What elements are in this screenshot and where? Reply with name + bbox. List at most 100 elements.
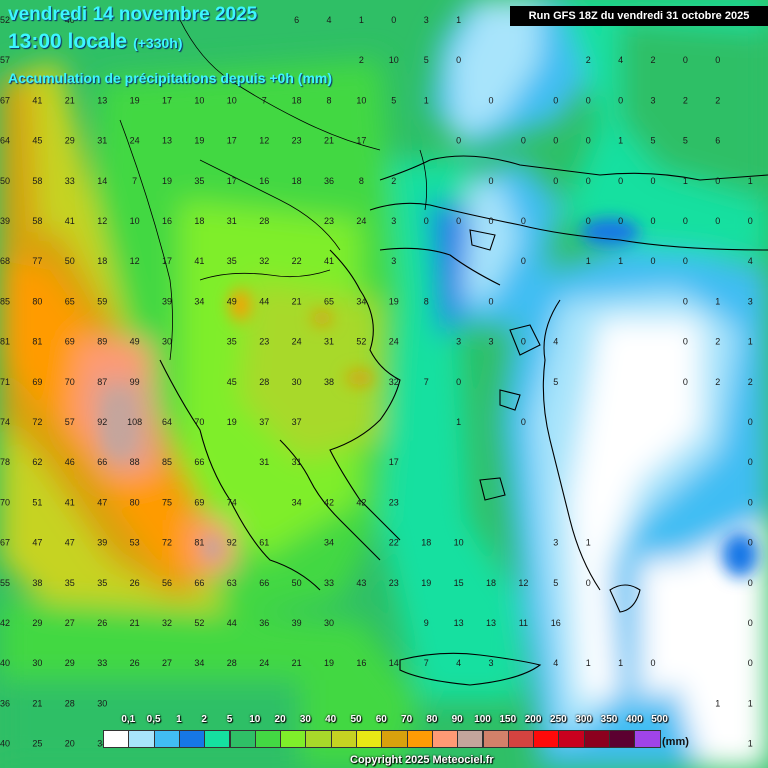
legend-swatch (204, 730, 231, 748)
grid-value: 0 (488, 296, 493, 306)
grid-value: 34 (97, 739, 107, 749)
legend-label: 250 (550, 714, 567, 725)
grid-value: 13 (486, 618, 496, 628)
grid-value: 23 (389, 578, 399, 588)
legend-label: 50 (350, 714, 362, 725)
grid-value: 45 (227, 377, 237, 387)
grid-value: 1 (748, 337, 753, 347)
grid-value: 0 (586, 578, 591, 588)
grid-value: 88 (130, 457, 140, 467)
grid-value: 65 (65, 296, 75, 306)
grid-value: 12 (259, 136, 269, 146)
grid-value: 19 (130, 95, 140, 105)
grid-value: 30 (324, 618, 334, 628)
grid-value: 36 (0, 698, 10, 708)
grid-value: 62 (32, 457, 42, 467)
grid-value: 5 (553, 578, 558, 588)
grid-value: 2 (683, 95, 688, 105)
grid-value: 17 (162, 256, 172, 266)
grid-value: 1 (586, 658, 591, 668)
grid-value: 39 (162, 296, 172, 306)
grid-value: 80 (130, 497, 140, 507)
grid-value: 51 (32, 497, 42, 507)
grid-value: 12 (518, 578, 528, 588)
grid-value: 13 (162, 136, 172, 146)
grid-value: 3 (456, 337, 461, 347)
grid-value: 0 (424, 216, 429, 226)
grid-value: 81 (194, 538, 204, 548)
grid-value: 0 (748, 417, 753, 427)
grid-value: 4 (748, 256, 753, 266)
grid-value: 36 (259, 618, 269, 628)
grid-value: 29 (65, 658, 75, 668)
legend-label: 400 (625, 714, 643, 725)
grid-value: 2 (391, 176, 396, 186)
legend-swatch (507, 730, 535, 748)
grid-value: 27 (162, 658, 172, 668)
forecast-time: 13:00 locale (+330h) (8, 30, 183, 54)
grid-value: 61 (259, 538, 269, 548)
grid-value: 31 (259, 457, 269, 467)
legend-swatch (381, 730, 408, 748)
grid-value: 44 (227, 618, 237, 628)
grid-value: 24 (356, 216, 366, 226)
grid-value: 1 (424, 95, 429, 105)
legend-swatch (229, 730, 256, 748)
grid-value: 63 (227, 578, 237, 588)
grid-value: 0 (650, 256, 655, 266)
grid-value: 42 (324, 497, 334, 507)
grid-value: 23 (324, 216, 334, 226)
grid-value: 21 (65, 95, 75, 105)
grid-value: 78 (0, 457, 10, 467)
grid-value: 30 (292, 377, 302, 387)
grid-value: 18 (97, 256, 107, 266)
grid-value: 77 (32, 256, 42, 266)
grid-value: 2 (715, 377, 720, 387)
legend-swatch (178, 730, 206, 748)
grid-value: 12 (130, 256, 140, 266)
grid-value: 31 (97, 136, 107, 146)
grid-value: 41 (324, 256, 334, 266)
precip-detail (104, 218, 758, 577)
grid-value: 18 (194, 216, 204, 226)
grid-value: 70 (194, 417, 204, 427)
legend-swatch (356, 730, 383, 748)
grid-value: 0 (748, 216, 753, 226)
grid-value: 66 (194, 457, 204, 467)
grid-value: 1 (456, 15, 461, 25)
grid-value: 14 (389, 658, 399, 668)
grid-value: 24 (130, 136, 140, 146)
legend-label: 70 (401, 714, 413, 725)
grid-value: 58 (32, 176, 42, 186)
grid-value: 24 (292, 337, 302, 347)
grid-value: 2 (715, 337, 720, 347)
grid-value: 13 (97, 95, 107, 105)
grid-value: 0 (521, 256, 526, 266)
grid-value: 0 (683, 377, 688, 387)
grid-value: 10 (454, 538, 464, 548)
legend-label: 60 (375, 714, 387, 725)
grid-value: 21 (32, 698, 42, 708)
grid-value: 32 (389, 377, 399, 387)
grid-value: 4 (456, 658, 461, 668)
grid-value: 19 (227, 417, 237, 427)
grid-value: 49 (130, 337, 140, 347)
grid-value: 92 (227, 538, 237, 548)
grid-value: 22 (389, 538, 399, 548)
grid-value: 16 (551, 618, 561, 628)
grid-value: 40 (65, 15, 75, 25)
grid-value: 34 (292, 497, 302, 507)
grid-value: 50 (292, 578, 302, 588)
grid-value: 1 (618, 658, 623, 668)
grid-value: 0 (748, 578, 753, 588)
grid-value: 67 (0, 538, 10, 548)
grid-value: 18 (292, 176, 302, 186)
grid-value: 4 (326, 15, 331, 25)
product-title: Accumulation de précipitations depuis +0… (8, 70, 332, 86)
grid-value: 0 (618, 176, 623, 186)
legend-label: 150 (499, 714, 517, 725)
grid-value: 19 (389, 296, 399, 306)
grid-value: 5 (424, 55, 429, 65)
